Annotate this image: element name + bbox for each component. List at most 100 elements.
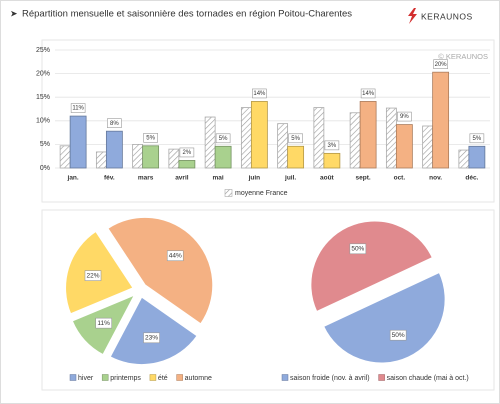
pie-slice <box>108 295 199 366</box>
bar <box>349 112 361 169</box>
legend-label: saison chaude (mai à oct.) <box>387 375 469 382</box>
brand: KERAUNOS <box>421 11 473 21</box>
value-label: 11% <box>72 106 84 112</box>
bar <box>95 151 107 169</box>
bar <box>240 107 252 169</box>
value-label-box <box>84 270 102 281</box>
x-tick-label: août <box>320 175 335 182</box>
bar <box>313 107 325 169</box>
x-tick-label: juil. <box>284 175 296 182</box>
value-label-box <box>179 147 195 158</box>
value-label: 5% <box>291 136 300 142</box>
legend-label: saison froide (nov. à avril) <box>290 375 370 382</box>
bar <box>250 101 268 169</box>
x-tick-label: oct. <box>394 175 406 182</box>
legend-swatch <box>378 374 385 381</box>
bar <box>178 160 196 169</box>
y-tick-label: 15% <box>36 94 50 101</box>
bar <box>359 101 377 169</box>
bar <box>422 125 434 169</box>
y-tick-label: 0% <box>40 165 50 172</box>
legend-swatch <box>224 189 233 197</box>
x-tick-label: avril <box>175 175 189 182</box>
x-tick-label: nov. <box>429 175 442 182</box>
x-tick-label: déc. <box>465 175 478 182</box>
value-label: 50% <box>351 246 364 253</box>
value-label-box <box>360 88 376 99</box>
x-tick-label: mai <box>213 175 224 182</box>
pie-frame <box>41 209 495 391</box>
legend-swatch <box>176 374 183 381</box>
legend-swatch <box>281 374 289 381</box>
bar <box>458 149 470 169</box>
value-label: 22% <box>86 272 99 279</box>
bar <box>395 124 413 169</box>
legend-label: printemps <box>110 375 141 382</box>
bar <box>385 107 397 169</box>
value-label-box <box>166 250 184 262</box>
x-tick-label: sept. <box>356 175 371 182</box>
value-label: 5% <box>146 135 155 141</box>
pie-slice <box>309 220 434 313</box>
value-label: 20% <box>435 62 448 68</box>
value-label-box <box>143 332 160 344</box>
y-tick-label: 10% <box>36 118 50 125</box>
value-label-box <box>288 133 303 144</box>
bar <box>204 116 216 169</box>
value-label-box <box>107 118 122 128</box>
value-label-box <box>389 329 407 341</box>
value-label-box <box>324 140 340 151</box>
value-label-box <box>252 88 267 99</box>
bar-frame <box>41 39 495 203</box>
watermark: © KERAUNOS <box>438 52 488 61</box>
pie-slice <box>322 271 447 364</box>
value-label: 50% <box>392 332 405 339</box>
bar <box>132 143 144 169</box>
value-label: 3% <box>328 143 337 149</box>
legend-label: moyenne France <box>235 190 288 197</box>
bar <box>277 123 289 169</box>
value-label-box <box>433 59 448 69</box>
legend-swatch <box>149 374 157 381</box>
arrow: ➤ <box>10 8 18 18</box>
legend-label: été <box>158 375 168 382</box>
y-tick-label: 5% <box>40 141 50 148</box>
logo-icon <box>408 8 417 24</box>
bar <box>432 71 450 169</box>
pie-slice <box>106 216 214 326</box>
bar <box>59 145 71 169</box>
x-tick-label: juin <box>248 175 261 182</box>
page-title: Répartition mensuelle et saisonnière des… <box>22 9 352 20</box>
value-label: 5% <box>473 136 482 142</box>
bar <box>214 145 232 169</box>
value-label-box <box>143 133 158 143</box>
value-label: 14% <box>253 91 266 97</box>
bar <box>468 145 486 169</box>
value-label-box <box>215 133 231 144</box>
x-tick-label: mars <box>138 175 154 182</box>
value-label-box <box>349 243 367 255</box>
y-tick-label: 20% <box>36 70 50 77</box>
value-label: 5% <box>219 136 228 142</box>
legend-label: automne <box>185 375 212 382</box>
bar <box>105 130 123 169</box>
legend-swatch <box>101 374 109 381</box>
value-label: 14% <box>362 91 375 97</box>
x-tick-label: fév. <box>104 175 115 182</box>
bar <box>142 145 160 169</box>
bar <box>69 115 87 169</box>
value-label-box <box>469 133 485 144</box>
value-label: 2% <box>183 150 192 156</box>
value-label-box <box>70 103 86 113</box>
bar <box>323 152 341 169</box>
x-tick-label: jan. <box>67 175 79 182</box>
legend-label: hiver <box>78 375 94 382</box>
value-label-box <box>397 111 412 122</box>
value-label-box <box>95 317 112 329</box>
value-label: 44% <box>169 252 182 259</box>
value-label: 9% <box>400 114 409 120</box>
value-label: 8% <box>110 121 119 127</box>
bar <box>287 145 305 169</box>
